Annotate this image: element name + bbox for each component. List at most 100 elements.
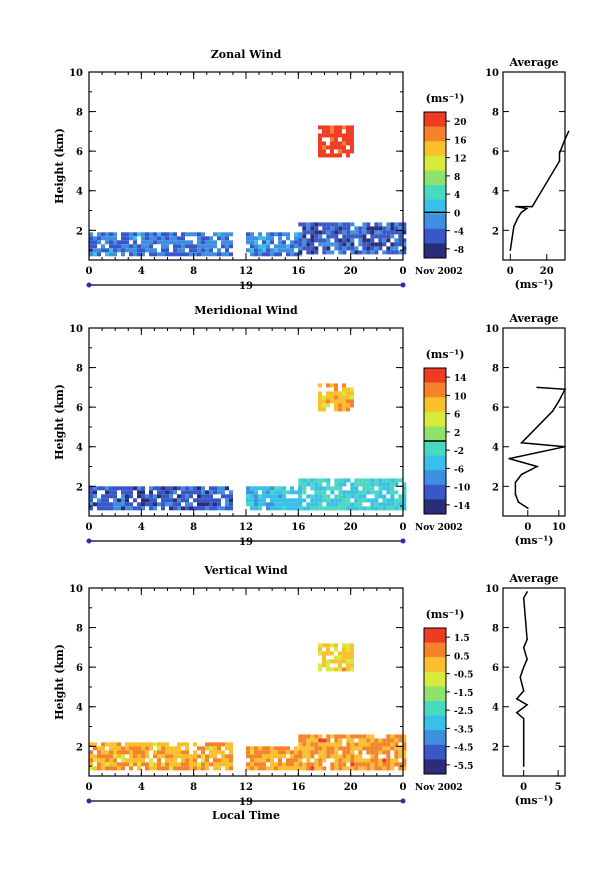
data-cell [278, 244, 282, 249]
data-cell [337, 153, 342, 158]
data-cell [326, 482, 331, 487]
colorbar-segment [424, 185, 446, 190]
data-cell [282, 762, 286, 767]
data-cell [370, 766, 375, 771]
data-cell [125, 240, 129, 245]
data-cell [345, 133, 350, 138]
data-cell [341, 137, 346, 142]
data-cell [394, 482, 399, 487]
data-cell [333, 659, 338, 664]
data-cell [270, 236, 274, 241]
data-cell [314, 490, 319, 495]
data-cell [129, 248, 133, 253]
colorbar-segment [424, 437, 446, 442]
data-cell [270, 758, 274, 763]
colorbar-segment [424, 759, 446, 764]
data-cell [113, 502, 117, 507]
data-cell [366, 738, 371, 743]
data-cell [298, 490, 302, 495]
data-cell [141, 742, 145, 747]
data-cell [258, 746, 262, 751]
data-cell [362, 242, 367, 247]
data-cell [398, 234, 403, 239]
data-cell [141, 754, 145, 759]
data-cell [350, 738, 355, 743]
data-cell [298, 498, 303, 503]
data-cell [382, 234, 387, 239]
data-cell [402, 754, 407, 759]
data-cell [125, 746, 129, 751]
data-cell [390, 486, 395, 491]
data-cell [346, 478, 351, 483]
data-cell [310, 506, 315, 511]
data-cell [333, 407, 338, 412]
data-cell [113, 244, 117, 249]
data-cell [354, 494, 359, 499]
data-cell [317, 407, 322, 412]
data-cell [217, 750, 221, 755]
data-cell [221, 490, 225, 495]
data-cell [93, 494, 97, 499]
data-cell [334, 746, 339, 751]
data-cell [330, 234, 335, 239]
colorbar-segment [424, 704, 446, 709]
data-cell [117, 498, 121, 503]
data-cell [322, 222, 327, 227]
data-cell [326, 750, 331, 755]
data-cell [229, 758, 233, 763]
colorbar-segment [424, 653, 446, 658]
data-cell [229, 240, 233, 245]
data-cell [318, 486, 323, 491]
data-cell [329, 141, 334, 146]
data-cell [225, 236, 229, 241]
data-cell [310, 234, 315, 239]
colorbar-segment [424, 638, 446, 644]
data-cell [334, 758, 339, 763]
data-cell [149, 766, 153, 771]
data-cell [101, 494, 105, 499]
data-cell [157, 236, 161, 241]
colorbar-segment [424, 236, 446, 241]
x-tick-label: 12 [239, 266, 253, 277]
data-cell [274, 248, 278, 253]
data-cell [153, 498, 157, 503]
data-cell [266, 502, 270, 507]
data-cell [250, 758, 254, 763]
data-cell [317, 395, 322, 400]
data-cell [149, 252, 153, 257]
data-cell [137, 244, 141, 249]
data-cell [173, 248, 177, 253]
y-tick-label: 4 [76, 187, 83, 198]
data-cell [322, 754, 327, 759]
data-cell [329, 149, 334, 154]
data-cell [321, 141, 326, 146]
data-cell [346, 222, 351, 227]
colorbar-segment [424, 250, 446, 255]
data-cell [258, 498, 262, 503]
data-cell [374, 502, 379, 507]
data-cell [229, 244, 233, 249]
data-cell [326, 754, 331, 759]
data-cell [165, 750, 169, 755]
data-cell [89, 244, 93, 249]
data-cell [382, 250, 387, 255]
data-cell [217, 486, 221, 491]
data-cell [113, 236, 117, 241]
data-cell [378, 230, 383, 235]
data-cell [201, 232, 205, 237]
data-cell [337, 145, 342, 150]
data-cell [161, 244, 165, 249]
data-cell [398, 230, 403, 235]
data-cell [302, 738, 307, 743]
data-cell [282, 240, 286, 245]
data-cell [341, 141, 346, 146]
data-cell [342, 506, 347, 511]
data-cell [278, 240, 282, 245]
data-cell [382, 506, 387, 511]
data-cell [113, 746, 117, 751]
data-cell [93, 502, 97, 507]
profile-title: Average [508, 56, 558, 69]
data-cell [262, 490, 266, 495]
data-cell [398, 498, 403, 503]
data-cell [402, 746, 407, 751]
